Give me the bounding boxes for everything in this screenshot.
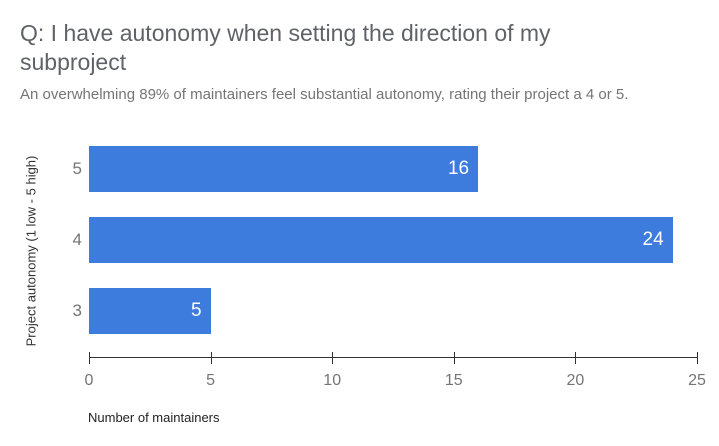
bar: 5 [89, 288, 211, 334]
chart-title: Q: I have autonomy when setting the dire… [20, 20, 551, 75]
x-tick-label: 0 [84, 372, 94, 389]
bar-row: 4 24 [0, 217, 719, 263]
x-tick-mark [89, 352, 90, 364]
bar-value-label: 24 [642, 229, 664, 250]
x-tick-mark [210, 352, 212, 364]
x-tick-mark [697, 352, 698, 364]
category-label: 5 [72, 159, 82, 178]
x-tick-label: 5 [206, 372, 216, 389]
x-tick-mark [575, 352, 577, 364]
bar: 24 [89, 217, 673, 263]
x-axis-title: Number of maintainers [88, 410, 220, 425]
bar-value-label: 16 [447, 158, 470, 179]
x-axis-line [89, 357, 697, 358]
x-tick-mark [453, 352, 455, 364]
x-tick-label: 15 [444, 372, 463, 389]
category-label: 3 [72, 301, 82, 320]
category-label: 4 [72, 230, 82, 249]
x-tick-label: 10 [323, 372, 342, 389]
bar-chart: Project autonomy (1 low - 5 high) 5 16 4 24… [0, 120, 719, 446]
plot-area: 5 16 4 24 3 5 [0, 146, 719, 334]
x-tick-label: 25 [688, 372, 706, 389]
chart-subtitle: An overwhelming 89% of maintainers feel … [20, 86, 629, 103]
x-tick-mark [332, 352, 334, 364]
bar-value-label: 5 [191, 300, 202, 321]
x-tick-label: 20 [566, 372, 585, 389]
bar: 16 [89, 146, 479, 192]
bar-row: 5 16 [0, 146, 719, 192]
